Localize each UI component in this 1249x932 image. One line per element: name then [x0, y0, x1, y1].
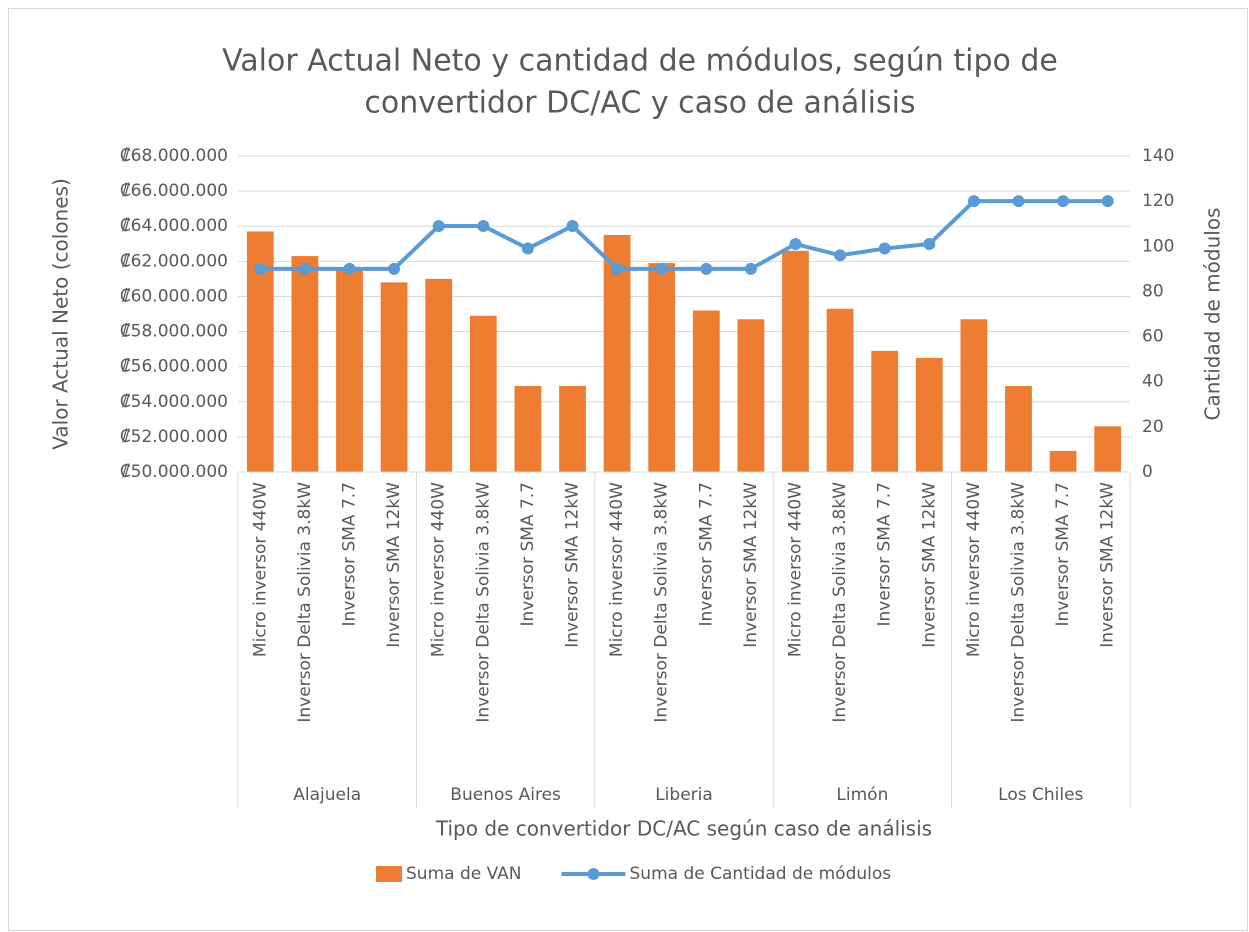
group-label: Buenos Aires — [450, 785, 561, 805]
line-marker — [878, 242, 891, 255]
line-series — [260, 199, 1108, 271]
bar — [960, 319, 988, 472]
x-tick-label: Micro inversor 440W — [607, 482, 627, 657]
x-tick-label: Inversor SMA 7.7 — [340, 482, 360, 626]
x-tick-label: Micro inversor 440W — [429, 482, 449, 657]
y-tick-label: ₡50.000.000 — [120, 462, 228, 482]
x-tick-label: Micro inversor 440W — [250, 482, 270, 657]
line-marker — [923, 238, 936, 251]
x-tick-label: Inversor Delta Solivia 3.8kW — [473, 482, 493, 723]
y2-tick-label: 120 — [1142, 191, 1174, 211]
group-label: Alajuela — [293, 785, 361, 805]
line-marker — [834, 249, 847, 262]
line-marker — [967, 195, 980, 208]
chart-title: Valor Actual Neto y cantidad de módulos,… — [222, 44, 1058, 79]
y-tick-label: ₡52.000.000 — [120, 427, 228, 447]
x-tick-label: Inversor Delta Solivia 3.8kW — [1009, 482, 1029, 723]
x-tick-label: Inversor SMA 7.7 — [875, 482, 895, 626]
x-tick-label: Inversor SMA 12kW — [741, 482, 761, 648]
x-tick-label: Inversor Delta Solivia 3.8kW — [830, 482, 850, 723]
x-tick-label: Micro inversor 440W — [786, 482, 806, 657]
y2-tick-label: 60 — [1142, 327, 1164, 347]
line-marker — [789, 238, 802, 251]
line-marker — [611, 262, 624, 275]
bar — [469, 315, 497, 472]
chart-title: convertidor DC/AC y caso de análisis — [364, 86, 915, 121]
x-tick-label: Inversor Delta Solivia 3.8kW — [652, 482, 672, 723]
line-marker — [521, 242, 534, 255]
bar — [782, 250, 809, 472]
bar — [380, 282, 408, 472]
bar — [514, 385, 542, 472]
line-marker — [1012, 195, 1025, 208]
y2-tick-label: 100 — [1142, 236, 1174, 256]
y2-axis-title: Cantidad de módulos — [1201, 208, 1225, 421]
bar — [1094, 426, 1122, 472]
y-tick-label: ₡54.000.000 — [120, 392, 228, 412]
bar — [737, 319, 765, 472]
y-tick-label: ₡66.000.000 — [120, 181, 228, 201]
y-tick-label: ₡68.000.000 — [120, 146, 228, 166]
line-marker — [388, 262, 401, 275]
bar — [336, 270, 363, 472]
y-tick-label: ₡56.000.000 — [120, 357, 228, 377]
y2-tick-label: 40 — [1142, 372, 1164, 392]
x-tick-label: Inversor SMA 7.7 — [1053, 482, 1073, 626]
line-marker — [744, 262, 757, 275]
y-tick-label: ₡58.000.000 — [120, 322, 228, 342]
line-marker — [566, 219, 579, 232]
x-tick-label: Inversor SMA 7.7 — [696, 482, 716, 626]
y-tick-label: ₡64.000.000 — [120, 216, 228, 236]
x-tick-label: Inversor SMA 12kW — [919, 482, 939, 648]
line-marker — [298, 262, 311, 275]
y2-tick-label: 80 — [1142, 281, 1164, 301]
bar — [559, 385, 586, 472]
bar — [425, 278, 453, 472]
x-tick-label: Micro inversor 440W — [964, 482, 984, 657]
x-axis-title: Tipo de convertidor DC/AC según caso de … — [435, 817, 932, 841]
bar — [1005, 385, 1032, 472]
y2-tick-label: 140 — [1142, 146, 1174, 166]
group-label: Limón — [836, 785, 888, 805]
line-marker — [432, 219, 445, 232]
legend-label: Suma de Cantidad de módulos — [630, 864, 892, 884]
legend-swatch — [376, 866, 402, 882]
line-marker — [700, 262, 713, 275]
y-tick-label: ₡60.000.000 — [120, 286, 228, 306]
legend-label: Suma de VAN — [406, 864, 522, 884]
line-marker — [254, 262, 267, 275]
legend-swatch — [587, 868, 600, 880]
y-axis-title: Valor Actual Neto (colones) — [49, 178, 73, 450]
x-tick-label: Inversor SMA 7.7 — [518, 482, 538, 626]
y2-tick-label: 20 — [1142, 417, 1164, 437]
x-tick-label: Inversor Delta Solivia 3.8kW — [295, 482, 315, 723]
line-marker — [343, 262, 356, 275]
x-tick-label: Inversor SMA 12kW — [384, 482, 404, 648]
bar — [871, 350, 899, 472]
line-marker — [1101, 195, 1114, 208]
bar — [1049, 450, 1077, 472]
bar — [826, 308, 854, 472]
bar — [915, 357, 943, 472]
bar — [648, 263, 676, 472]
line-marker — [1057, 195, 1070, 208]
bar — [291, 256, 319, 472]
group-label: Liberia — [655, 785, 713, 805]
y2-tick-label: 0 — [1142, 462, 1153, 482]
line-marker — [655, 262, 668, 275]
x-tick-label: Inversor SMA 12kW — [563, 482, 583, 648]
x-tick-label: Inversor SMA 12kW — [1098, 482, 1118, 648]
y-tick-label: ₡62.000.000 — [120, 251, 228, 271]
group-label: Los Chiles — [998, 785, 1083, 805]
line-marker — [477, 219, 490, 232]
bar — [692, 310, 720, 472]
